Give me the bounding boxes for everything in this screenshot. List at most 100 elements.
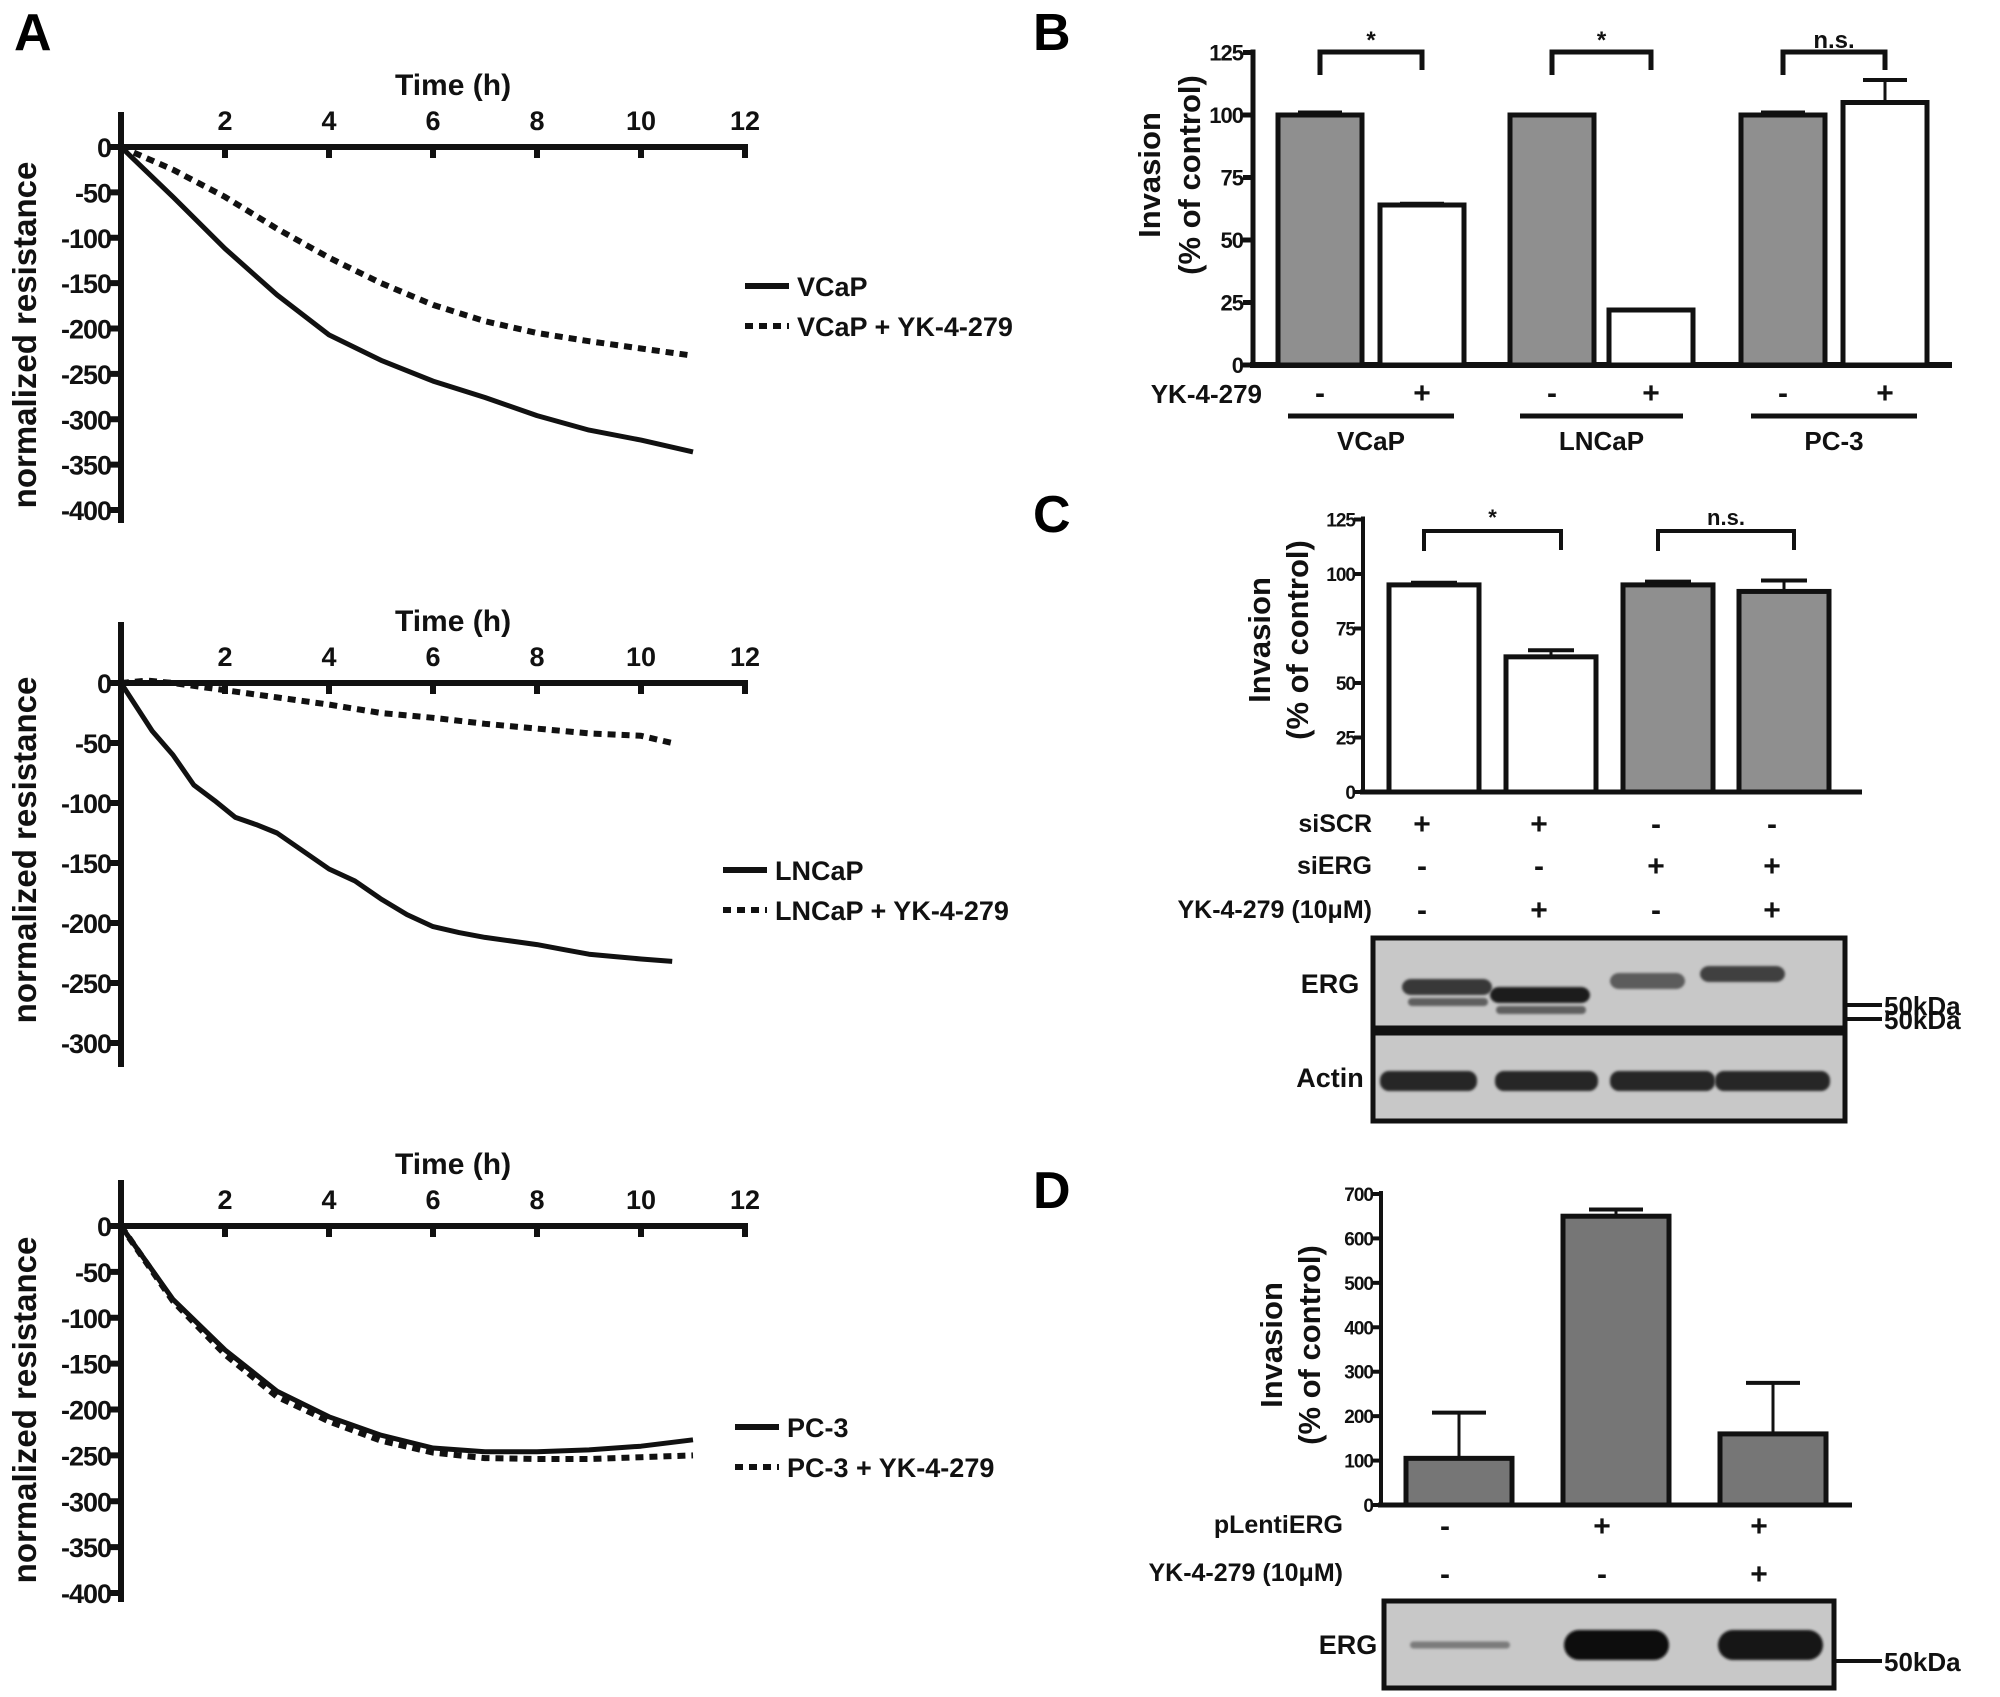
bar [1620,582,1716,795]
panel-label-d: D [1033,1162,1071,1220]
panel-label-c: C [1033,486,1071,544]
x-tick-label: 10 [626,642,656,672]
condition-label: siERG [1297,852,1372,880]
condition-sign: - [1417,850,1427,883]
y-tick-label: -250 [61,360,111,390]
y-tick-label: -350 [61,451,111,481]
y-tick-label: -50 [75,178,111,208]
treatment-sign: - [1778,377,1788,410]
x-tick-label: 2 [217,642,232,672]
series-line-treated [118,1224,694,1462]
x-tick-label: 10 [626,106,656,136]
y-tick-label: 125 [1326,511,1356,532]
significance-bracket [1317,49,1425,75]
blot-band [1495,1071,1598,1091]
condition-sign: - [1597,1558,1607,1591]
y-tick-label: 125 [1209,41,1243,66]
condition-sign: + [1750,1558,1768,1591]
y-tick-label: 100 [1209,103,1243,128]
condition-sign: + [1763,894,1781,927]
significance-bracket [1422,529,1563,551]
y-tick-label: -50 [75,729,111,759]
y-axis-label: (% of control) [1292,1245,1327,1445]
condition-sign: + [1530,894,1548,927]
y-tick-label: 25 [1336,729,1357,750]
bar [1717,1431,1829,1508]
y-axis-label: normalized resistance [6,677,43,1024]
y-tick-label: -250 [61,1441,111,1471]
legend-label: VCaP + YK-4-279 [797,312,1013,342]
y-tick-label: 500 [1344,1274,1373,1295]
blot-row-label: ERG [1319,1630,1378,1660]
y-tick-label: -150 [61,269,111,299]
y-tick-label: -150 [61,849,111,879]
bar-chart-c: 0 25 50 75 100 125 Invasion (% of control) * n.s.… [1177,505,1961,1124]
y-axis-label: (% of control) [1280,540,1315,740]
y-axis-label: Invasion [1132,112,1167,238]
y-tick-label: 300 [1344,1363,1373,1384]
x-tick-label: 4 [321,106,336,136]
condition-label: YK-4-279 (10μM) [1148,1559,1343,1587]
treatment-sign: - [1547,377,1557,410]
blot-band-secondary [1496,1006,1586,1014]
y-tick-label: 0 [1345,783,1355,804]
y-tick-label: 0 [1232,353,1244,378]
panel-label-b: B [1033,4,1071,62]
legend-label: PC-3 [787,1413,849,1443]
western-blot-erg-d: ERG 50kDa [1319,1598,1961,1691]
series-line-treated [119,144,694,359]
significance-label: n.s. [1707,505,1745,530]
condition-sign: - [1767,808,1777,841]
condition-sign: - [1651,894,1661,927]
blot-band [1610,973,1685,989]
blot-band [1700,966,1785,982]
y-tick-label: -200 [61,1396,111,1426]
group-label: PC-3 [1804,426,1863,456]
x-tick-label: 8 [529,642,544,672]
x-tick-label: 6 [425,642,440,672]
y-tick-label: 100 [1344,1452,1373,1473]
condition-sign: + [1413,808,1431,841]
x-axis-label: Time (h) [395,69,511,102]
x-tick-label: 2 [217,106,232,136]
y-tick-label: 0 [97,133,111,163]
y-tick-label: -250 [61,969,111,999]
bar-chart-b: 0 25 50 75 100 125 Invasion (% of control) YK-4-… [1132,27,1952,456]
y-tick-label: 75 [1221,166,1244,191]
panel-label-a: A [14,4,52,62]
bar-chart-d: 0 100 200 300 400 500 600 700 Invasion (% of cont… [1148,1185,1961,1691]
blot-band [1564,1630,1669,1660]
x-tick-label: 4 [321,642,336,672]
x-tick-label: 12 [730,642,760,672]
x-tick-label: 8 [529,106,544,136]
legend-label: PC-3 + YK-4-279 [787,1453,994,1483]
series-line-treated [120,677,673,746]
y-axis-label: Invasion [1242,577,1277,703]
blot-band [1715,1071,1830,1091]
blot-row-label: ERG [1301,969,1360,999]
x-tick-label: 10 [626,1185,656,1215]
treatment-sign: + [1413,377,1431,410]
x-tick-label: 6 [425,1185,440,1215]
x-axis-label: Time (h) [395,605,511,638]
bar [1560,1213,1672,1508]
significance-bracket [1780,49,1888,75]
y-tick-label: -150 [61,1350,111,1380]
group-label: VCaP [1337,426,1405,456]
blot-band [1380,1071,1477,1091]
y-axis-label: normalized resistance [6,162,43,509]
bar [1840,100,1930,368]
y-tick-label: -200 [61,315,111,345]
y-tick-label: 50 [1221,228,1244,253]
group-label: LNCaP [1559,426,1644,456]
condition-sign: - [1440,1510,1450,1543]
x-tick-label: 4 [321,1185,336,1215]
y-tick-label: 0 [1363,1496,1373,1517]
y-tick-label: -50 [75,1258,111,1288]
bar [1738,112,1828,368]
y-tick-label: 75 [1336,620,1357,641]
blot-row-label: Actin [1296,1063,1364,1093]
condition-label: siSCR [1298,810,1372,838]
treatment-sign: + [1876,377,1894,410]
